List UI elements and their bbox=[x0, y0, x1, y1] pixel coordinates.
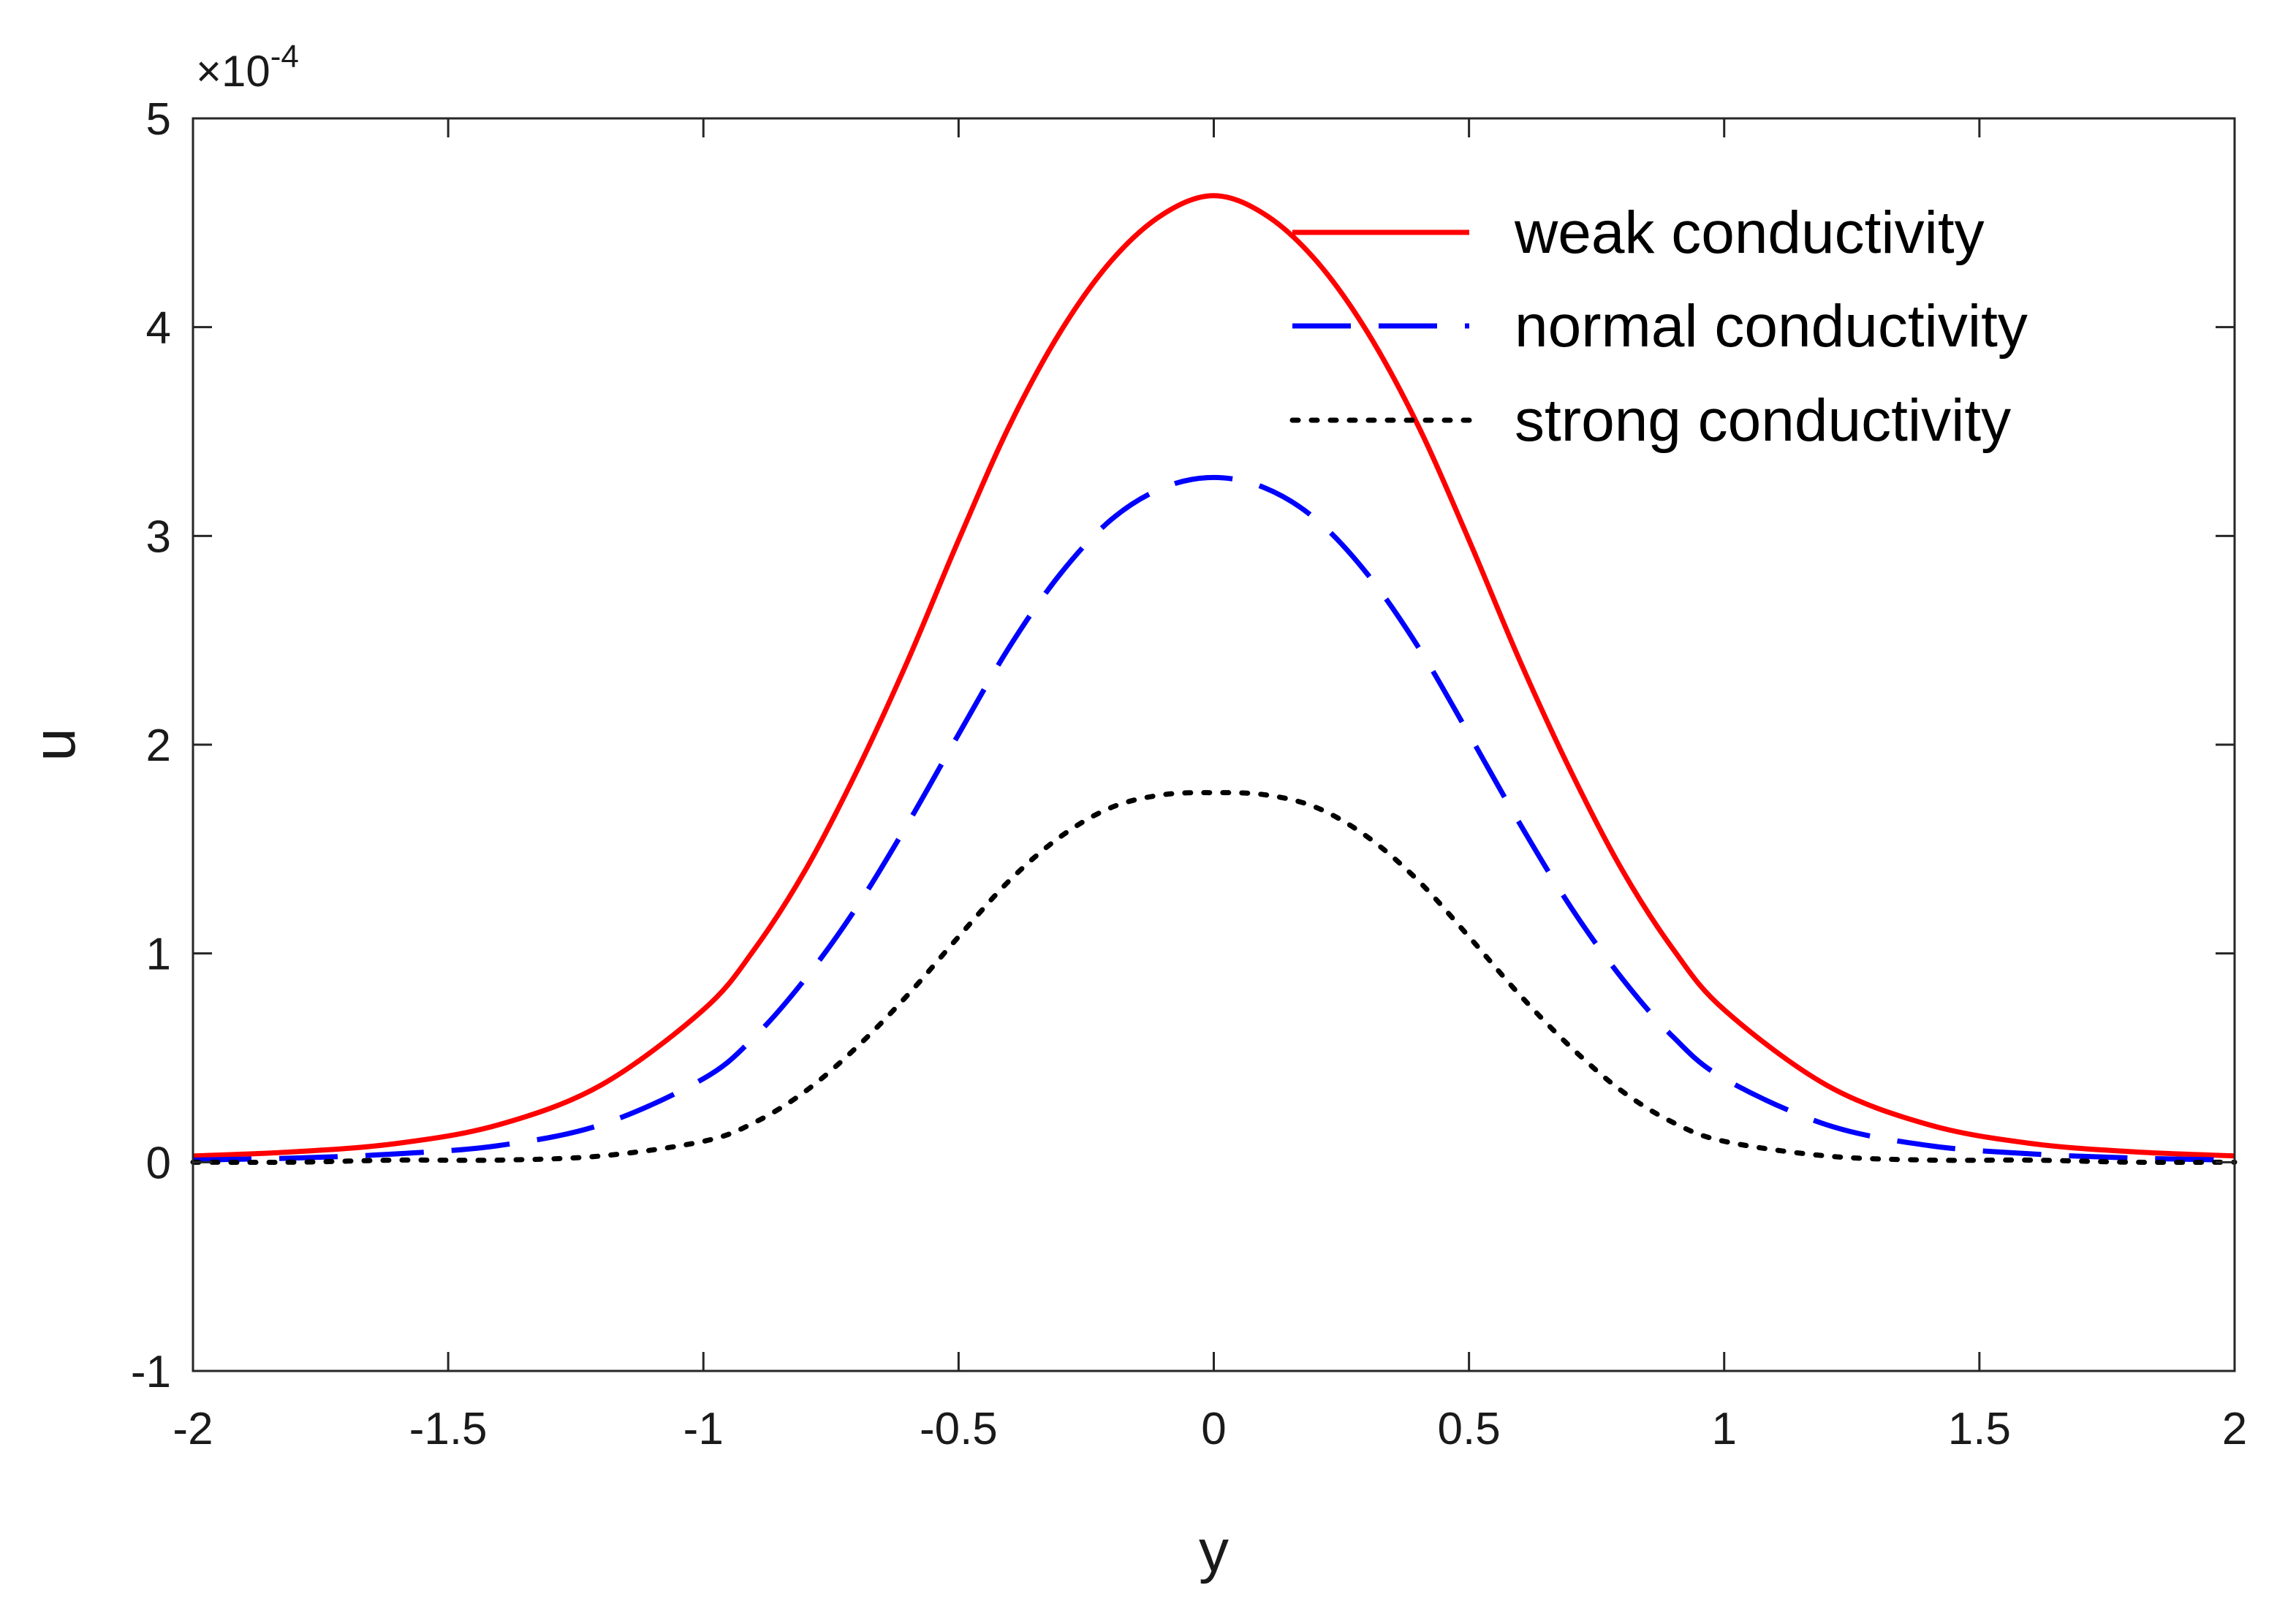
y-axis-exponent-base: ×10 bbox=[196, 47, 270, 96]
legend-label-weak-conductivity: weak conductivity bbox=[1514, 200, 1985, 266]
axes-box bbox=[192, 117, 2236, 1372]
series-line-normal-conductivity bbox=[192, 474, 2235, 1163]
y-tick-label: 2 bbox=[146, 721, 171, 771]
x-tick-label: 1.5 bbox=[1948, 1404, 2011, 1454]
x-tick-label: -2 bbox=[173, 1404, 213, 1454]
series-line-strong-conductivity bbox=[190, 790, 2238, 1166]
x-axis-label: y bbox=[1199, 1518, 1229, 1584]
x-tick-label: 0.5 bbox=[1438, 1404, 1501, 1454]
legend-label-strong-conductivity: strong conductivity bbox=[1515, 387, 2011, 454]
series-layer bbox=[190, 193, 2238, 1166]
x-tick-label: -0.5 bbox=[920, 1404, 998, 1454]
axis-ticks: -2 -1.5 -1 -0.5 0 0.5 1 1.5 2 -1 0 1 2 3 4 5 bbox=[131, 94, 2247, 1454]
x-tick-label: 0 bbox=[1201, 1404, 1226, 1454]
legend-label-normal-conductivity: normal conductivity bbox=[1515, 293, 2028, 360]
y-axis-exponent: ×10-4 bbox=[196, 39, 299, 96]
series-line-weak-conductivity bbox=[192, 193, 2235, 1159]
y-axis-label: u bbox=[21, 728, 88, 761]
y-tick-label: -1 bbox=[131, 1347, 171, 1397]
y-tick-label: 5 bbox=[146, 94, 171, 145]
y-tick-label: 1 bbox=[146, 930, 171, 980]
legend: weak conductivity normal conductivity st… bbox=[1289, 200, 2028, 454]
y-axis-exponent-power: -4 bbox=[270, 39, 299, 75]
x-tick-label: -1 bbox=[683, 1404, 724, 1454]
x-tick-label: 2 bbox=[2222, 1404, 2247, 1454]
y-tick-label: 3 bbox=[146, 512, 171, 562]
y-tick-label: 0 bbox=[146, 1138, 171, 1188]
x-tick-label: -1.5 bbox=[409, 1404, 488, 1454]
x-tick-label: 1 bbox=[1712, 1404, 1737, 1454]
y-tick-label: 4 bbox=[146, 303, 171, 354]
